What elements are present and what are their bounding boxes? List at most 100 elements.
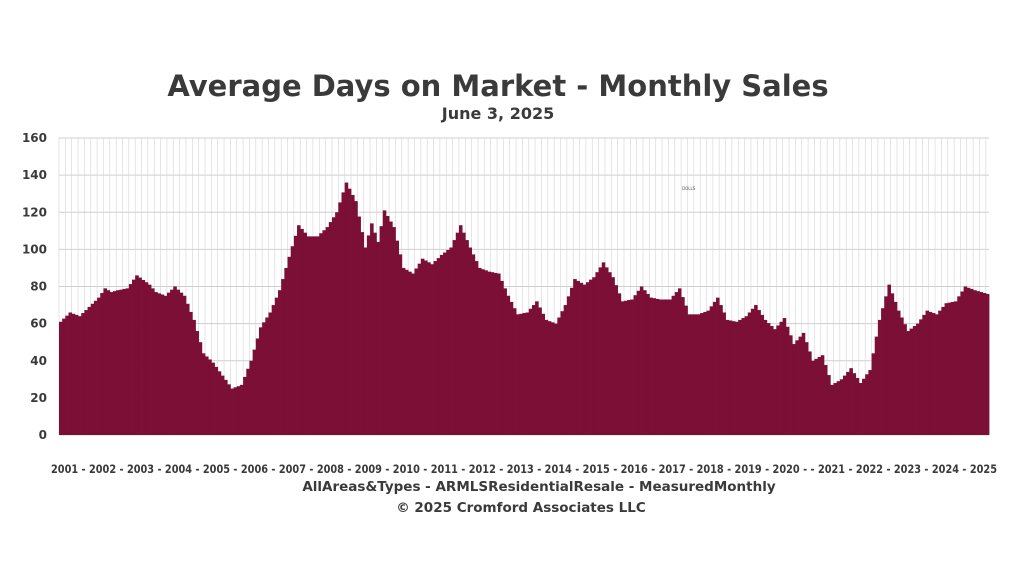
bar [84, 310, 88, 435]
bar [395, 240, 400, 435]
annotation: DOLLS [682, 186, 696, 191]
bar [741, 318, 745, 435]
bar [722, 312, 726, 435]
bar [839, 379, 844, 435]
bar [201, 353, 206, 435]
bar [528, 308, 533, 435]
bar [760, 314, 765, 435]
bar [439, 254, 444, 435]
bar [887, 284, 891, 435]
bar [487, 271, 492, 435]
bar [132, 279, 136, 435]
bar [963, 286, 968, 435]
bar [103, 288, 108, 435]
bar [662, 299, 666, 435]
bar [109, 292, 114, 435]
bar [281, 279, 285, 435]
bar [97, 297, 101, 435]
bar [319, 233, 323, 435]
bar [684, 305, 688, 435]
bar [836, 381, 841, 435]
bar [404, 269, 409, 435]
bar [789, 335, 793, 435]
bar [646, 293, 650, 435]
bar [916, 323, 920, 436]
bar [125, 288, 130, 435]
chart-title: Average Days on Market - Monthly Sales [167, 69, 828, 103]
y-tick-label: 140 [22, 168, 47, 182]
bar [700, 313, 704, 435]
bar [465, 240, 469, 435]
bar [677, 288, 682, 435]
bar [258, 327, 263, 435]
bar [477, 267, 482, 435]
bar [706, 310, 711, 435]
bar [820, 355, 825, 435]
bar [490, 272, 495, 435]
bar [220, 375, 225, 435]
bar [728, 320, 733, 435]
bar [703, 311, 707, 435]
bar [506, 295, 511, 435]
bar [128, 284, 133, 435]
bar [290, 246, 295, 435]
bar [293, 235, 298, 435]
bar [239, 384, 244, 435]
bar [312, 236, 317, 435]
bar [522, 313, 526, 435]
bar [278, 290, 282, 435]
bar [928, 311, 933, 435]
bar [855, 378, 860, 435]
bar [573, 279, 577, 435]
bar [59, 321, 63, 435]
bar [944, 303, 949, 435]
bars [59, 182, 990, 436]
bar [154, 292, 158, 435]
bar [287, 256, 292, 435]
bar [227, 384, 231, 435]
bar [344, 182, 349, 435]
bar [255, 338, 260, 435]
bar [947, 302, 952, 435]
bar [474, 261, 479, 435]
bar [862, 378, 866, 435]
bar [649, 297, 653, 435]
bar [544, 319, 549, 435]
bar [382, 210, 387, 435]
bar [623, 300, 628, 435]
bar [401, 267, 406, 435]
bar [119, 289, 123, 435]
bar [922, 314, 926, 435]
bar [347, 188, 352, 435]
bar [430, 264, 434, 435]
bar [509, 301, 514, 435]
bar [500, 280, 504, 435]
bar [979, 292, 984, 435]
bar [531, 305, 536, 435]
bar [868, 370, 872, 435]
bar [417, 263, 422, 435]
bar [639, 286, 644, 435]
bar [493, 272, 498, 435]
bar [436, 258, 441, 435]
bar [570, 287, 574, 435]
bar [804, 342, 809, 435]
bar [674, 292, 679, 435]
bar [179, 292, 184, 435]
bar [563, 305, 568, 435]
bar [912, 326, 917, 435]
bar [322, 230, 327, 435]
bar [230, 388, 234, 435]
bar [224, 379, 228, 435]
bar [792, 344, 796, 435]
bar [969, 288, 974, 435]
bar [582, 284, 587, 435]
bar [614, 285, 619, 435]
bar [931, 313, 936, 435]
bar [141, 280, 146, 435]
bar [779, 321, 784, 435]
bar [236, 386, 241, 435]
bar [919, 319, 923, 435]
bar [217, 371, 222, 435]
